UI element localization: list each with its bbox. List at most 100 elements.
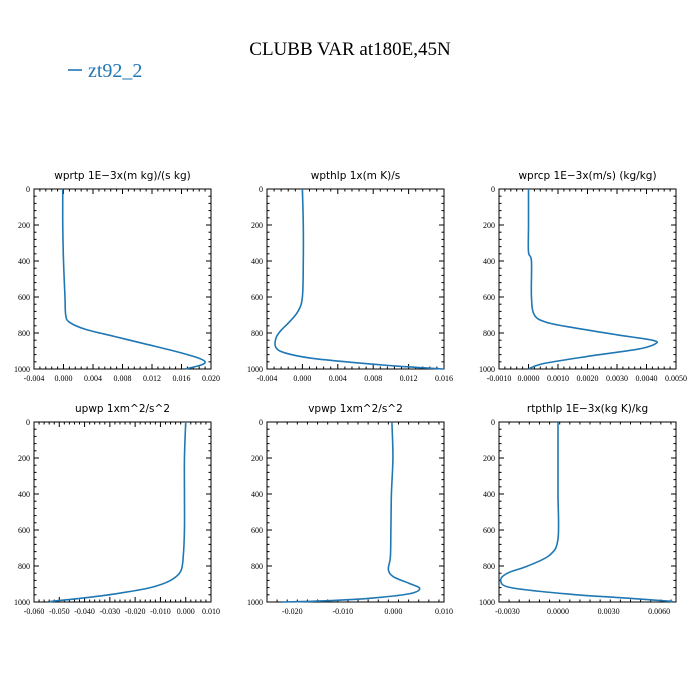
y-tick-label: 1000 (247, 365, 263, 374)
y-tick-label: 0 (26, 185, 30, 194)
x-tick-label: 0.0000 (547, 607, 569, 616)
y-tick-label: 0 (491, 418, 495, 427)
panel-title: rtpthlp 1E−3x(kg K)/kg (527, 403, 648, 415)
y-tick-label: 600 (251, 526, 263, 535)
y-tick-label: 800 (251, 562, 263, 571)
series-line-zt92_2 (61, 188, 206, 370)
panel-6: rtpthlp 1E−3x(kg K)/kg -0.0030 0.0000 0.003… (479, 403, 677, 616)
y-tick-label: 1000 (247, 598, 263, 607)
y-tick-label: 200 (251, 454, 263, 463)
y-tick-label: 1000 (479, 365, 495, 374)
y-tick-label: 400 (18, 490, 30, 499)
plot-frame (266, 421, 445, 603)
x-tick-label: 0.008 (114, 374, 132, 383)
x-tick-label: 0.020 (202, 374, 220, 383)
x-tick-label: -0.060 (24, 607, 45, 616)
panels: wprtp 1E−3x(m kg)/(s kg) -0.004 0.000 0.004… (14, 170, 687, 616)
plot-frame (33, 188, 212, 370)
y-tick-label: 1000 (479, 598, 495, 607)
panel-title: wpthlp 1x(m K)/s (311, 170, 401, 182)
x-tick-label: 0.016 (173, 374, 191, 383)
x-tick-label: 0.016 (435, 374, 453, 383)
y-tick-label: 400 (483, 257, 495, 266)
x-tick-label: 0.012 (143, 374, 161, 383)
x-tick-label: -0.010 (150, 607, 171, 616)
panel-3: wprcp 1E−3x(m/s) (kg/kg) -0.0010 0.0000 0.0… (479, 170, 687, 383)
figure-title: CLUBB VAR at180E,45N (249, 39, 451, 60)
x-tick-label: 0.004 (329, 374, 347, 383)
y-tick-label: 400 (18, 257, 30, 266)
panel-1: wprtp 1E−3x(m kg)/(s kg) -0.004 0.000 0.004… (14, 170, 220, 383)
y-tick-label: 600 (483, 293, 495, 302)
x-tick-label: -0.0010 (487, 374, 512, 383)
x-tick-label: 0.000 (55, 374, 73, 383)
x-tick-label: 0.0020 (577, 374, 599, 383)
x-tick-label: -0.004 (24, 374, 45, 383)
x-tick-label: 0.0010 (547, 374, 569, 383)
x-tick-label: -0.0030 (495, 607, 520, 616)
y-tick-label: 800 (483, 562, 495, 571)
x-tick-label: 0.0050 (665, 374, 687, 383)
y-tick-label: 0 (259, 185, 263, 194)
y-tick-label: 400 (251, 490, 263, 499)
plot-frame (33, 421, 212, 603)
x-tick-label: 0.012 (400, 374, 418, 383)
y-tick-label: 200 (251, 221, 263, 230)
x-tick-label: 0.010 (435, 607, 453, 616)
legend: zt92_2 (68, 60, 142, 82)
x-tick-label: 0.004 (84, 374, 102, 383)
y-tick-label: 800 (18, 329, 30, 338)
y-tick-label: 600 (251, 293, 263, 302)
panel-title: vpwp 1xm^2/s^2 (308, 403, 403, 415)
plot-frame (498, 421, 677, 603)
panel-2: wpthlp 1x(m K)/s -0.004 0.000 0.004 0.008 0.0… (247, 170, 453, 383)
x-tick-label: 0.000 (293, 374, 311, 383)
x-tick-label: 0.0030 (606, 374, 628, 383)
x-tick-label: 0.008 (364, 374, 382, 383)
y-tick-label: 200 (483, 221, 495, 230)
x-tick-label: -0.050 (49, 607, 70, 616)
y-tick-label: 800 (251, 329, 263, 338)
x-tick-label: -0.020 (125, 607, 146, 616)
x-tick-label: 0.000 (177, 607, 195, 616)
y-tick-label: 0 (26, 418, 30, 427)
series-line-zt92_2 (282, 421, 421, 603)
x-tick-label: -0.030 (100, 607, 121, 616)
y-tick-label: 200 (483, 454, 495, 463)
plot-frame (498, 188, 677, 370)
plot-frame (266, 188, 445, 370)
x-tick-label: 0.0060 (648, 607, 670, 616)
y-tick-label: 1000 (14, 598, 30, 607)
series-line-zt92_2 (274, 188, 445, 370)
x-tick-label: 0.0030 (598, 607, 620, 616)
series-line-zt92_2 (48, 421, 187, 603)
panel-title: wprcp 1E−3x(m/s) (kg/kg) (518, 170, 656, 182)
y-tick-label: 0 (491, 185, 495, 194)
x-tick-label: -0.004 (257, 374, 278, 383)
y-tick-label: 400 (483, 490, 495, 499)
x-tick-label: 0.0040 (636, 374, 658, 383)
y-tick-label: 1000 (14, 365, 30, 374)
y-tick-label: 200 (18, 221, 30, 230)
panel-title: wprtp 1E−3x(m kg)/(s kg) (54, 170, 191, 182)
y-tick-label: 600 (18, 526, 30, 535)
y-tick-label: 800 (483, 329, 495, 338)
y-tick-label: 200 (18, 454, 30, 463)
y-tick-label: 400 (251, 257, 263, 266)
y-tick-label: 0 (259, 418, 263, 427)
x-tick-label: -0.020 (282, 607, 303, 616)
y-tick-label: 600 (18, 293, 30, 302)
x-tick-label: 0.000 (384, 607, 402, 616)
x-tick-label: 0.0000 (518, 374, 540, 383)
panel-title: upwp 1xm^2/s^2 (75, 403, 170, 415)
panel-4: upwp 1xm^2/s^2 -0.060 -0.050 -0.040 -0.030 -0… (14, 403, 220, 616)
x-tick-label: -0.040 (74, 607, 95, 616)
panel-5: vpwp 1xm^2/s^2 -0.020 -0.010 0.000 0.010 0 200… (247, 403, 453, 616)
x-tick-label: -0.010 (333, 607, 354, 616)
x-tick-label: 0.010 (202, 607, 220, 616)
series-line-zt92_2 (499, 422, 674, 603)
y-tick-label: 800 (18, 562, 30, 571)
legend-label-zt92_2: zt92_2 (88, 60, 142, 82)
series-line-zt92_2 (527, 189, 658, 370)
